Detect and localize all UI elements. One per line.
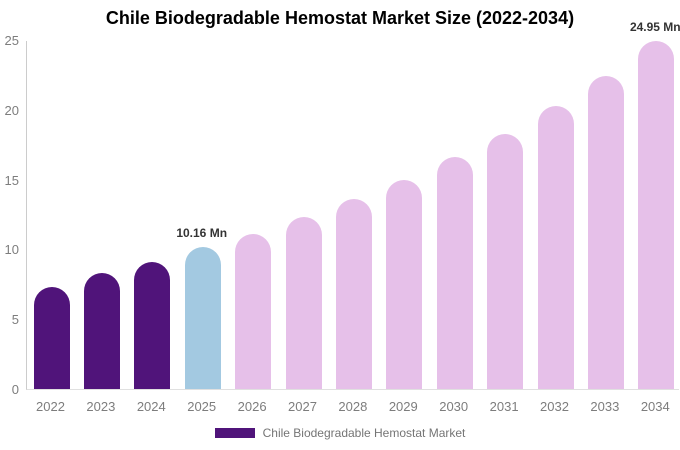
value-label-2025: 10.16 Mn [176,226,228,241]
x-axis-label-2027: 2027 [288,399,317,414]
legend-item[interactable]: Chile Biodegradable Hemostat Market [0,426,680,440]
x-axis-label-2022: 2022 [36,399,65,414]
x-axis-label-2023: 2023 [86,399,116,414]
x-axis-label-2033: 2033 [590,399,620,414]
bar-2031[interactable] [487,133,524,389]
y-axis-label-0: 0 [11,382,19,397]
x-axis-label-2025: 2025 [187,399,217,414]
legend-swatch [214,428,255,438]
bar-2034[interactable] [638,40,675,389]
y-axis-label-10: 10 [4,242,19,258]
legend-label: Chile Biodegradable Hemostat Market [262,426,466,440]
bar-2025[interactable] [184,247,221,389]
value-label-2034: 24.95 Mn [629,19,680,34]
chart-title: Chile Biodegradable Hemostat Market Size… [105,8,575,28]
x-axis-label-2026: 2026 [237,399,267,414]
bar-2022[interactable] [33,287,70,389]
x-axis-label-2031: 2031 [489,399,519,414]
x-axis-label-2032: 2032 [540,399,569,414]
bar-2033[interactable] [587,76,624,389]
bar-2028[interactable] [335,199,372,389]
y-axis-label-25: 25 [4,33,19,48]
bar-2030[interactable] [436,157,473,389]
bar-2023[interactable] [83,273,120,389]
x-axis-label-2034: 2034 [640,399,670,414]
x-axis-label-2029: 2029 [388,399,418,414]
bar-2027[interactable] [285,217,322,389]
y-axis-label-20: 20 [4,102,19,118]
bar-2029[interactable] [386,179,423,389]
bar-2032[interactable] [537,105,574,389]
bar-2026[interactable] [235,234,272,389]
plot-area [26,40,679,390]
x-axis-label-2024: 2024 [136,399,166,414]
bar-2024[interactable] [134,262,171,389]
x-axis-label-2030: 2030 [439,399,469,414]
y-axis-label-15: 15 [4,172,19,188]
y-axis-label-5: 5 [11,312,19,328]
x-axis-label-2028: 2028 [338,399,368,414]
